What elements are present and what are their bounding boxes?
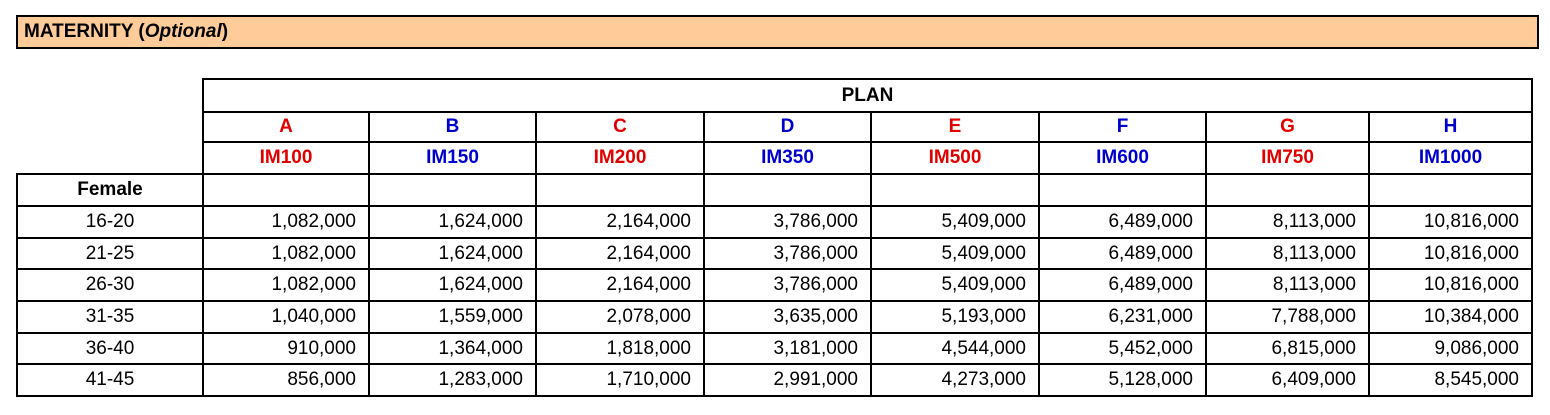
premium-cell: 1,818,000	[535, 332, 705, 365]
empty-cell	[1038, 173, 1207, 207]
premium-cell: 3,181,000	[703, 332, 872, 365]
premium-cell: 5,409,000	[870, 205, 1040, 239]
premium-cell: 3,786,000	[703, 268, 872, 302]
premium-cell: 6,231,000	[1038, 300, 1207, 334]
age-band: 41-45	[16, 363, 204, 397]
premium-cell: 1,283,000	[368, 363, 537, 397]
table-row: 36-40 910,000 1,364,000 1,818,000 3,181,000 4…	[16, 332, 1533, 365]
plan-letter-h: H	[1368, 111, 1533, 143]
premium-cell: 2,991,000	[703, 363, 872, 397]
age-band: 31-35	[16, 300, 204, 334]
maternity-rate-table: PLAN A B C D E F G H IM100 IM150 IM200 IM350 IM500 IM6…	[16, 78, 1533, 397]
empty-cell	[1368, 173, 1533, 207]
premium-cell: 1,082,000	[202, 268, 370, 302]
plan-letter-b: B	[368, 111, 537, 143]
age-band: 16-20	[16, 205, 204, 239]
premium-cell: 1,624,000	[368, 237, 537, 270]
premium-cell: 3,786,000	[703, 205, 872, 239]
premium-cell: 1,082,000	[202, 205, 370, 239]
plan-code-g: IM750	[1205, 141, 1370, 175]
premium-cell: 5,452,000	[1038, 332, 1207, 365]
premium-cell: 8,113,000	[1205, 237, 1370, 270]
premium-cell: 8,113,000	[1205, 268, 1370, 302]
plan-letter-f: F	[1038, 111, 1207, 143]
title-main: MATERNITY (	[24, 21, 145, 42]
premium-cell: 8,545,000	[1368, 363, 1533, 397]
premium-cell: 1,624,000	[368, 205, 537, 239]
premium-cell: 3,635,000	[703, 300, 872, 334]
premium-cell: 2,164,000	[535, 268, 705, 302]
age-band: 21-25	[16, 237, 204, 270]
premium-cell: 10,816,000	[1368, 205, 1533, 239]
premium-cell: 8,113,000	[1205, 205, 1370, 239]
blank-corner	[17, 79, 203, 174]
premium-cell: 910,000	[202, 332, 370, 365]
plan-code-c: IM200	[535, 141, 705, 175]
age-band: 26-30	[16, 268, 204, 302]
premium-cell: 6,489,000	[1038, 268, 1207, 302]
table-row: 21-25 1,082,000 1,624,000 2,164,000 3,786,00…	[16, 237, 1533, 270]
plan-letter-e: E	[870, 111, 1040, 143]
premium-cell: 4,273,000	[870, 363, 1040, 397]
title-end: )	[221, 21, 229, 42]
plan-code-h: IM1000	[1368, 141, 1533, 175]
premium-cell: 1,624,000	[368, 268, 537, 302]
premium-cell: 4,544,000	[870, 332, 1040, 365]
empty-cell	[535, 173, 705, 207]
plan-group-header: PLAN	[202, 78, 1533, 113]
premium-cell: 3,786,000	[703, 237, 872, 270]
premium-cell: 10,816,000	[1368, 237, 1533, 270]
premium-cell: 5,128,000	[1038, 363, 1207, 397]
section-title: MATERNITY (Optional)	[16, 15, 1539, 49]
plan-letter-g: G	[1205, 111, 1370, 143]
empty-cell	[368, 173, 537, 207]
table-row: 16-20 1,082,000 1,624,000 2,164,000 3,786,00…	[16, 205, 1533, 239]
premium-cell: 10,384,000	[1368, 300, 1533, 334]
premium-cell: 5,193,000	[870, 300, 1040, 334]
premium-cell: 2,164,000	[535, 205, 705, 239]
premium-cell: 6,489,000	[1038, 237, 1207, 270]
premium-cell: 1,364,000	[368, 332, 537, 365]
empty-cell	[202, 173, 370, 207]
premium-cell: 1,040,000	[202, 300, 370, 334]
plan-letter-d: D	[703, 111, 872, 143]
premium-cell: 1,710,000	[535, 363, 705, 397]
plan-letter-c: C	[535, 111, 705, 143]
premium-cell: 6,409,000	[1205, 363, 1370, 397]
table-row: 31-35 1,040,000 1,559,000 2,078,000 3,635,00…	[16, 300, 1533, 334]
age-band: 36-40	[16, 332, 204, 365]
plan-code-a: IM100	[202, 141, 370, 175]
premium-cell: 856,000	[202, 363, 370, 397]
empty-cell	[703, 173, 872, 207]
premium-cell: 7,788,000	[1205, 300, 1370, 334]
premium-cell: 6,489,000	[1038, 205, 1207, 239]
plan-code-f: IM600	[1038, 141, 1207, 175]
premium-cell: 1,082,000	[202, 237, 370, 270]
empty-cell	[870, 173, 1040, 207]
empty-cell	[1205, 173, 1370, 207]
premium-cell: 6,815,000	[1205, 332, 1370, 365]
plan-code-e: IM500	[870, 141, 1040, 175]
row-group-label: Female	[16, 173, 204, 207]
title-italic: Optional	[144, 21, 222, 42]
premium-cell: 9,086,000	[1368, 332, 1533, 365]
premium-cell: 10,816,000	[1368, 268, 1533, 302]
plan-letter-a: A	[202, 111, 370, 143]
plan-code-d: IM350	[703, 141, 872, 175]
table-row: 41-45 856,000 1,283,000 1,710,000 2,991,000 4…	[16, 363, 1533, 397]
premium-cell: 2,164,000	[535, 237, 705, 270]
table-row: 26-30 1,082,000 1,624,000 2,164,000 3,786,00…	[16, 268, 1533, 302]
premium-cell: 5,409,000	[870, 268, 1040, 302]
premium-cell: 5,409,000	[870, 237, 1040, 270]
premium-cell: 2,078,000	[535, 300, 705, 334]
premium-cell: 1,559,000	[368, 300, 537, 334]
plan-code-b: IM150	[368, 141, 537, 175]
